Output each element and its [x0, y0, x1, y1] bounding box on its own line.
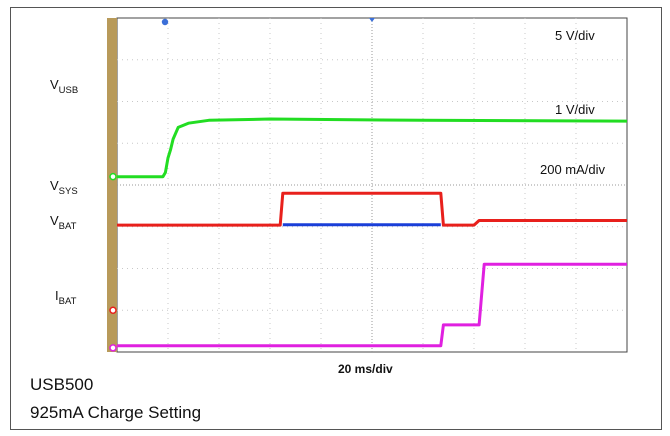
caption-line-1: USB500 [30, 375, 94, 394]
trigger-time-marker [161, 18, 169, 26]
scope-frame [10, 7, 662, 430]
scale-v-usb: 5 V/div [555, 28, 595, 43]
label-v-bat: VBAT [50, 213, 77, 232]
trigger-position-marker [369, 18, 375, 22]
scale-v-sys-bat: 1 V/div [555, 102, 595, 117]
trace-v-sys [117, 191, 627, 227]
label-v-usb: VUSB [50, 77, 79, 96]
label-i-bat: IBAT [55, 288, 77, 307]
ch2-ground-marker [109, 306, 117, 314]
label-v-sys: VSYS [50, 178, 78, 197]
ch4-ground-marker [109, 344, 117, 352]
trace-v-usb [117, 117, 628, 179]
caption-line-2: 925mA Charge Setting [30, 403, 202, 422]
timebase-label: 20 ms/div [338, 362, 393, 376]
trace-i-bat [117, 262, 627, 348]
ch1-ground-marker [109, 172, 117, 181]
channel-bar [107, 18, 117, 352]
scale-i-bat: 200 mA/div [540, 162, 606, 177]
